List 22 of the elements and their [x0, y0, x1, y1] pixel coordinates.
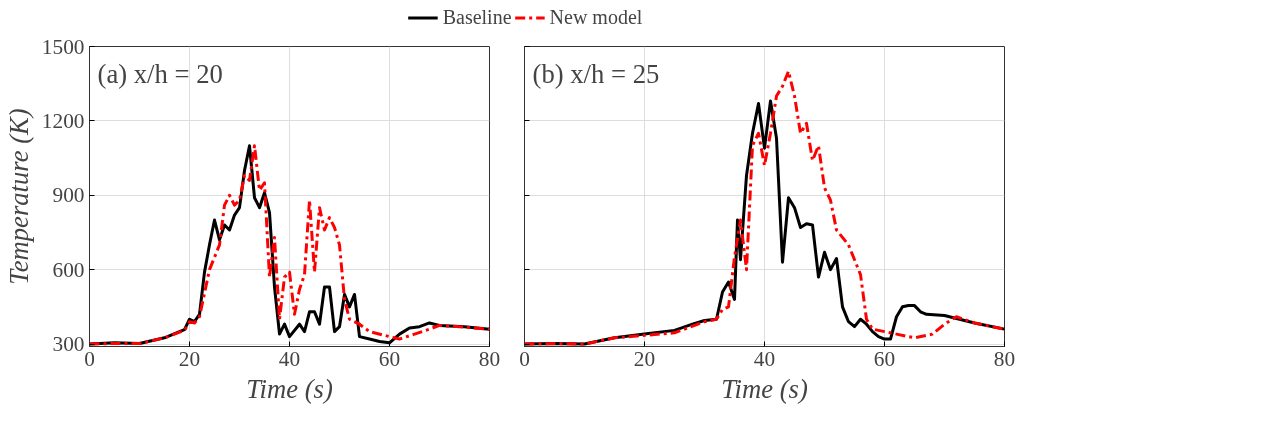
y-tick-label: 1500 [41, 34, 85, 59]
y-tick-label: 600 [52, 257, 85, 282]
annotation: (b) x/h = 25 [532, 58, 660, 89]
y-tick-label: 900 [52, 183, 85, 208]
x-tick-label: 0 [519, 346, 530, 371]
x-tick-label: 40 [753, 346, 776, 371]
x-tick-label: 20 [633, 346, 656, 371]
x-tick-label: 60 [378, 346, 401, 371]
y-tick-label: 300 [52, 332, 85, 357]
x-tick-label: 80 [993, 346, 1016, 371]
legend-label: New model [549, 5, 643, 29]
x-tick-label: 0 [84, 346, 95, 371]
x-tick-label: 20 [178, 346, 201, 371]
x-tick-label: 40 [278, 346, 301, 371]
x-tick-label: 80 [478, 346, 501, 371]
y-tick-label: 1200 [41, 108, 85, 133]
x-axis-title: Time (s) [246, 373, 333, 404]
annotation: (a) x/h = 20 [97, 58, 223, 89]
y-axis-title: Temperature (K) [3, 108, 34, 285]
x-axis-title: Time (s) [721, 373, 808, 404]
legend-label: Baseline [442, 5, 512, 29]
x-tick-label: 60 [873, 346, 896, 371]
